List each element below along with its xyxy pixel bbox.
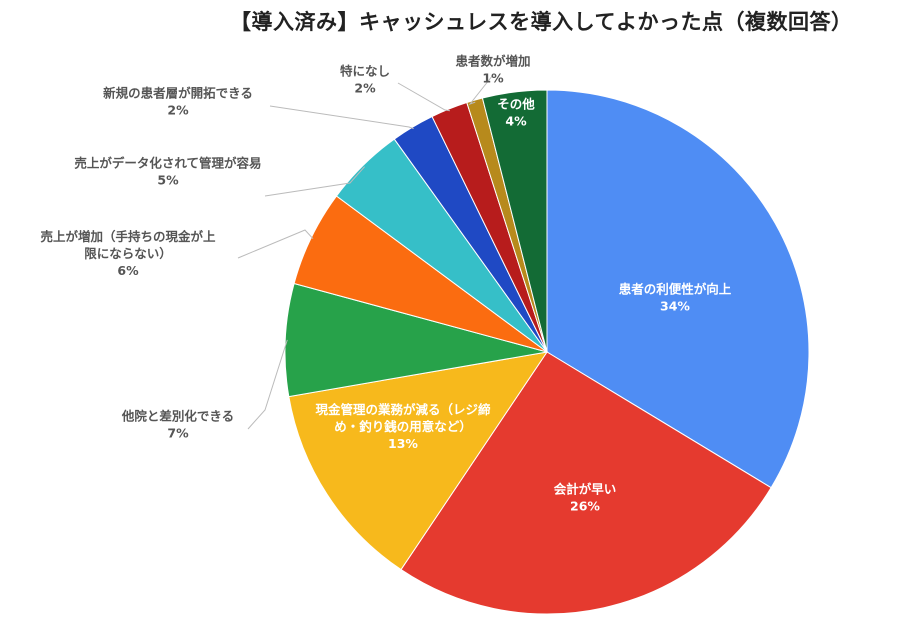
slice-percent-7: 2% [167, 103, 189, 118]
pie-slice-1 [546, 89, 810, 489]
slice-label-3: 現金管理の業務が減る（レジ締 [315, 402, 491, 417]
leader-line-4 [247, 339, 288, 430]
slice-label-6: 売上がデータ化されて管理が容易 [74, 156, 261, 171]
slice-percent-1: 34% [660, 299, 690, 314]
leader-line-8 [397, 82, 450, 112]
leader-line-7 [269, 105, 414, 130]
slice-percent-4: 7% [167, 426, 189, 441]
slice-percent-5: 6% [117, 263, 139, 278]
slice-label-2: 会計が早い [554, 482, 617, 497]
slice-percent-2: 26% [570, 499, 600, 514]
slice-percent-6: 5% [157, 173, 179, 188]
pie-slice-2 [400, 351, 772, 615]
slice-label-9: 患者数が増加 [455, 54, 530, 69]
slice-label-10: その他 [497, 97, 535, 112]
slice-percent-3: 13% [388, 436, 418, 451]
slice-percent-10: 4% [505, 114, 527, 129]
pie-slice-10 [481, 89, 548, 353]
slice-label-1: 患者の利便性が向上 [619, 282, 732, 297]
leader-line-6 [264, 166, 365, 197]
pie-slices [284, 89, 810, 615]
slice-percent-8: 2% [354, 81, 376, 96]
leader-line-5 [237, 229, 314, 259]
chart-title: 【導入済み】キャッシュレスを導入してよかった点（複数回答） [230, 10, 853, 34]
slice-label-3: め・釣り銭の用意など） [334, 419, 472, 434]
slice-label-5: 売上が増加（手持ちの現金が上 [40, 229, 216, 244]
slice-label-8: 特になし [340, 64, 390, 79]
pie-labels: 患者の利便性が向上 34% 会計が早い 26% 現金管理の業務が減る（レジ締め・釣り銭の… [40, 54, 731, 514]
slice-label-5: 限にならない） [84, 246, 172, 261]
slice-label-4: 他院と差別化できる [121, 409, 234, 424]
slice-label-7: 新規の患者層が開拓できる [103, 86, 253, 101]
slice-percent-9: 1% [482, 71, 504, 86]
pie-slice-4 [284, 282, 548, 398]
pie-slice-3 [288, 351, 549, 571]
leader-line-9 [468, 74, 494, 106]
